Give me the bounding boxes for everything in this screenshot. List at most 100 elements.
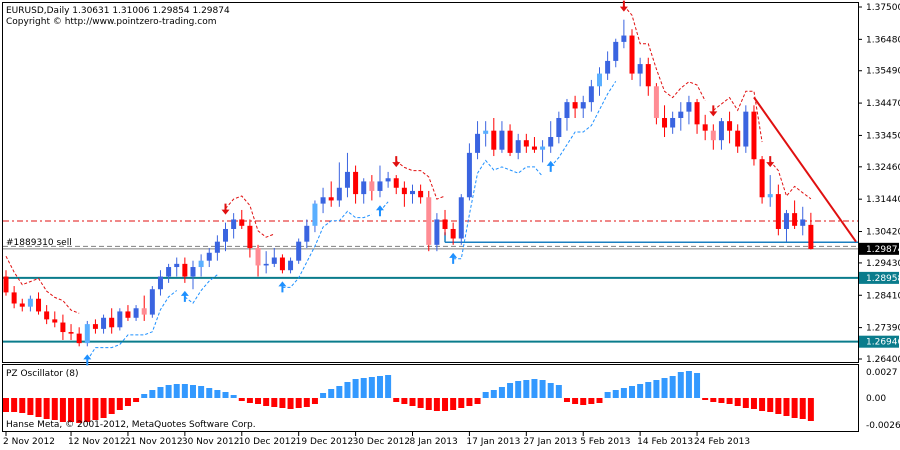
candle-body xyxy=(450,228,456,239)
oscillator-bar xyxy=(401,398,408,404)
oscillator-bar xyxy=(393,398,400,402)
candle-body xyxy=(686,102,692,112)
symbol-info: EURUSD,Daily 1.30631 1.31006 1.29854 1.2… xyxy=(6,6,230,16)
oscillator-bar xyxy=(718,398,725,403)
oscillator-bar xyxy=(27,398,34,415)
oscillator-bar xyxy=(507,383,514,398)
oscillator-bar xyxy=(807,398,814,421)
oscillator-bar xyxy=(173,384,180,398)
price-tick-label: 1.26400 xyxy=(866,355,900,365)
candle-body xyxy=(523,140,529,147)
oscillator-bar xyxy=(596,398,603,403)
candle-body xyxy=(710,130,716,141)
oscillator-bar xyxy=(694,373,701,398)
date-tick-label: 14 Feb 2013 xyxy=(637,437,693,447)
candle-body xyxy=(662,117,668,128)
candle-body xyxy=(751,111,757,160)
candle-body xyxy=(637,64,643,74)
oscillator-bar xyxy=(726,398,733,404)
date-tick-label: 19 Dec 2012 xyxy=(296,437,354,447)
date-tick-label: 30 Nov 2012 xyxy=(182,437,240,447)
oscillator-bar xyxy=(563,398,570,402)
price-tick-label: 1.27390 xyxy=(866,324,900,334)
oscillator-bar xyxy=(498,387,505,398)
candle-body xyxy=(52,319,58,323)
oscillator-bar xyxy=(482,392,489,398)
candle-body xyxy=(531,146,537,150)
price-tick-label: 1.30420 xyxy=(866,228,900,238)
oscillator-bar xyxy=(629,386,636,398)
oscillator-bar xyxy=(3,398,9,412)
trailing-stops xyxy=(5,5,812,361)
price-tick-label: 1.29430 xyxy=(866,259,900,269)
oscillator-bar xyxy=(742,398,749,408)
oscillator-bar xyxy=(604,392,611,398)
level-price-label: 1.26946 xyxy=(866,338,900,348)
trailing-stop-segment xyxy=(86,290,178,361)
oscillator-bar xyxy=(92,398,99,420)
candle-body xyxy=(271,257,277,264)
candle-body xyxy=(141,308,147,315)
sell-arrow-icon xyxy=(709,105,718,117)
oscillator-bar xyxy=(43,398,50,419)
oscillator-bar xyxy=(580,398,587,405)
candle-body xyxy=(304,225,310,242)
candle-body xyxy=(613,41,619,61)
candle-body xyxy=(808,224,814,249)
candle-body xyxy=(426,197,432,245)
candle-body xyxy=(466,152,472,198)
oscillator-bar xyxy=(344,382,351,398)
candle-body xyxy=(580,102,586,109)
candle-body xyxy=(344,171,350,188)
candle-body xyxy=(645,64,651,87)
candle-body xyxy=(588,86,594,103)
candle-body xyxy=(653,86,659,118)
price-tick-label: 1.34470 xyxy=(866,99,900,109)
candle-body xyxy=(572,102,578,109)
candle-body xyxy=(125,311,131,318)
candle-body xyxy=(605,60,611,74)
oscillator-bar xyxy=(295,398,302,408)
horizontal-levels xyxy=(3,96,858,343)
candle-body xyxy=(491,130,497,150)
candle-body xyxy=(288,260,294,271)
oscillator-bar xyxy=(376,376,383,398)
oscillator-bar xyxy=(11,398,18,412)
oscillator-bar xyxy=(328,389,335,398)
oscillator-bar xyxy=(555,385,562,398)
oscillator-bar xyxy=(458,398,465,408)
date-tick-label: 12 Nov 2012 xyxy=(68,437,126,447)
oscillator-bar xyxy=(645,382,652,398)
oscillator-bar xyxy=(246,398,253,403)
oscillator-pane-frame xyxy=(2,364,859,432)
signal-arrows xyxy=(83,0,775,366)
candlesticks xyxy=(3,19,814,347)
buy-arrow-icon xyxy=(449,252,458,264)
date-tick-label: 21 Nov 2012 xyxy=(125,437,183,447)
candle-body xyxy=(475,133,481,153)
candle-body xyxy=(255,248,261,266)
candle-body xyxy=(694,102,700,125)
oscillator-bar xyxy=(68,398,75,422)
oscillator-bar xyxy=(661,378,668,398)
trailing-stop-segment xyxy=(713,90,763,143)
oscillator-bar xyxy=(620,388,627,398)
candle-body xyxy=(263,263,269,266)
oscillator-bar xyxy=(759,398,766,411)
date-tick-label: 10 Dec 2012 xyxy=(239,437,297,447)
candle-body xyxy=(548,137,554,147)
candle-body xyxy=(621,35,627,42)
candle-body xyxy=(182,263,188,277)
candle-body xyxy=(564,102,570,118)
sell-arrow-icon xyxy=(766,156,775,168)
oscillator-bar xyxy=(417,398,424,408)
oscillator-bar xyxy=(141,394,148,398)
candle-body xyxy=(556,117,562,138)
oscillator-bar xyxy=(702,398,709,400)
candle-body xyxy=(312,203,318,226)
candle-body xyxy=(458,197,464,239)
buy-arrow-icon xyxy=(180,290,189,302)
oscillator-bar xyxy=(734,398,741,406)
candle-body xyxy=(223,228,229,242)
